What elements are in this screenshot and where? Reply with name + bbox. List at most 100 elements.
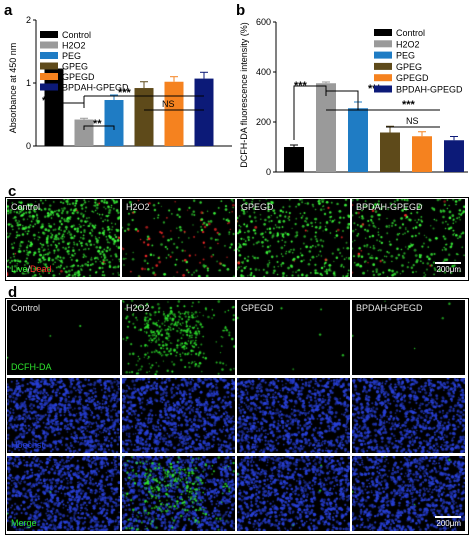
panel-c-stain-label: Live/Dead [11, 264, 52, 274]
chart-a-bar-2 [104, 100, 124, 146]
panel-d-row-label-1: Hoechst [11, 440, 45, 450]
chart-a-sig-3: *** [118, 87, 132, 99]
panel-d-image-r1-c3 [352, 378, 465, 453]
panel-c-image-3-image [352, 199, 465, 277]
legend-label-gpeg: GPEG [396, 62, 422, 72]
chart-a-ylabel: Absorbance at 450 nm [8, 43, 18, 134]
panel-label-a: a [4, 2, 13, 19]
panel-c-image-3: BPDAH-GPEGD 200μm [352, 199, 465, 277]
legend-label-bpdah: BPDAH-GPEGD [396, 85, 463, 95]
panel-d-image-r0-c0: Control DCFH-DA [7, 300, 120, 375]
panel-c-image-0: Control Live/Dead [7, 199, 120, 277]
chart-a: Absorbance at 450 nm 0 1 2 *** ** *** NS C… [8, 15, 232, 151]
panel-c-scale-bar: 200μm [435, 262, 461, 274]
chart-a-bar-1 [74, 119, 94, 146]
chart-b-ytick-label-3: 600 [256, 17, 271, 27]
chart-b-bar-0 [284, 147, 304, 172]
panel-c-image-2-image [237, 199, 350, 277]
panel-d-image-r0-c3-image [352, 300, 465, 375]
panel-d-image-r2-c3: 200μm [352, 456, 465, 531]
panel-c-image-1: H2O2 [122, 199, 235, 277]
panel-d-image-r1-c1 [122, 378, 235, 453]
chart-a-bar-5 [194, 78, 214, 146]
panel-d-image-r0-c2-image [237, 300, 350, 375]
chart-b-bar-3 [380, 132, 400, 172]
panel-d-image-r2-c2-image [237, 456, 350, 531]
chart-b-sig-line-2 [325, 90, 359, 110]
legend-swatch-gpegd [40, 73, 58, 80]
legend-swatch-control [374, 29, 392, 36]
panel-d-column-label-3: BPDAH-GPEGD [356, 303, 423, 313]
stain-separator: / [27, 264, 31, 274]
panel-label-c: c [8, 183, 17, 200]
chart-a-sig-2: ** [93, 118, 102, 130]
chart-b-sig-4: NS [406, 116, 419, 126]
legend-label-h2o2: H2O2 [396, 39, 420, 49]
panel-d-image-r1-c0: Hoechst [7, 378, 120, 453]
scale-bar-line [435, 516, 461, 518]
panel-d-image-r0-c0-image [7, 300, 120, 375]
panel-d-image-r0-c3: BPDAH-GPEGD [352, 300, 465, 375]
panel-c-image-0-image [7, 199, 120, 277]
chart-b-bar-4 [412, 136, 432, 172]
legend-label-bpdah: BPDAH-GPEGD [62, 83, 129, 93]
scale-bar-label: 200μm [436, 265, 461, 274]
legend-label-control: Control [396, 28, 425, 38]
legend-label-gpeg: GPEG [62, 62, 88, 72]
panel-d-row-label-0: DCFH-DA [11, 362, 52, 372]
chart-a-sig-4: NS [162, 99, 175, 109]
chart-b-bar-2 [348, 108, 368, 172]
panel-c-column-label-1: H2O2 [126, 202, 150, 212]
chart-a-ytick-label-2: 2 [26, 15, 31, 25]
scale-bar-line [435, 262, 461, 264]
legend-swatch-h2o2 [40, 41, 58, 49]
panel-d-image-r1-c2-image [237, 378, 350, 453]
legend-label-gpegd: GPEGD [396, 73, 429, 83]
legend-swatch-peg [374, 51, 392, 59]
chart-b-bar-5 [444, 140, 464, 172]
chart-a-ytick-label-0: 0 [26, 141, 31, 151]
chart-a-sig-1: *** [42, 95, 56, 107]
legend-swatch-peg [40, 52, 58, 59]
chart-b-sig-1: *** [294, 80, 308, 92]
legend-swatch-h2o2 [374, 40, 392, 48]
legend-swatch-bpdah [40, 83, 58, 91]
chart-a-ytick-label-1: 1 [26, 78, 31, 88]
legend-label-h2o2: H2O2 [62, 41, 86, 51]
chart-b-ytick-label-0: 0 [266, 167, 271, 177]
stain-dead-label: Dead [30, 264, 52, 274]
chart-b-ylabel: DCFH-DA fluorescence intensity (%) [239, 22, 249, 168]
panel-d-image-r2-c0-image [7, 456, 120, 531]
panel-c-column-label-0: Control [11, 202, 41, 212]
legend-swatch-bpdah [374, 85, 392, 93]
legend-label-peg: PEG [396, 51, 415, 61]
legend-label-peg: PEG [62, 51, 81, 61]
panel-c-image-1-image [122, 199, 235, 277]
chart-b-ytick-label-1: 200 [256, 117, 271, 127]
panel-d-image-r1-c2 [237, 378, 350, 453]
panel-d-image-r2-c0: Merge [7, 456, 120, 531]
chart-a-bar-4 [164, 81, 184, 146]
panel-d-image-r2-c2 [237, 456, 350, 531]
legend-swatch-gpeg [374, 62, 392, 70]
panel-d-image-r1-c3-image [352, 378, 465, 453]
chart-b-ytick-label-2: 400 [256, 67, 271, 77]
legend-label-control: Control [62, 30, 91, 40]
panel-d-scale-bar: 200μm [435, 516, 461, 528]
panel-d-column-label-0: Control [11, 303, 41, 313]
panel-label-b: b [236, 2, 246, 19]
legend-swatch-control [40, 31, 58, 38]
legend-label-gpegd: GPEGD [62, 72, 95, 82]
panel-label-d: d [8, 284, 18, 301]
legend-swatch-gpeg [40, 62, 58, 70]
stain-live-label: Live [11, 264, 28, 274]
panel-d-image-r2-c1-image [122, 456, 235, 531]
legend-swatch-gpegd [374, 74, 392, 82]
panel-d-image-r2-c1 [122, 456, 235, 531]
scale-bar-label: 200μm [436, 519, 461, 528]
panel-d-image-r0-c1-image [122, 300, 235, 375]
panel-d-image-r1-c1-image [122, 378, 235, 453]
panel-c-image-2: GPEGD [237, 199, 350, 277]
